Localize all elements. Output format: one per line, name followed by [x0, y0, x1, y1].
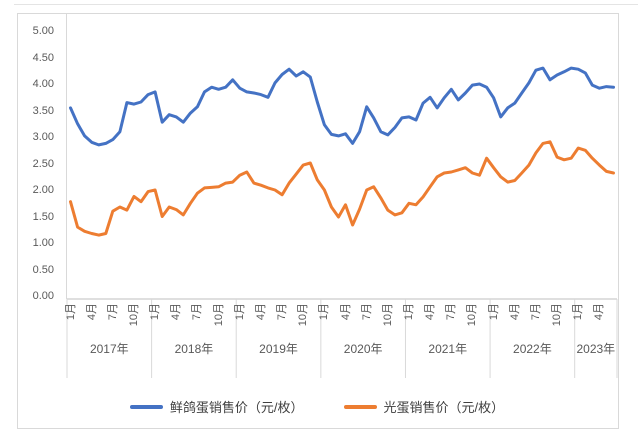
y-tick-label: 1.50: [32, 210, 54, 223]
y-tick-label: 0.00: [32, 290, 54, 302]
y-tick-label: 1.00: [32, 237, 54, 249]
x-axis-year-label: 2022年: [513, 342, 552, 356]
legend-line-swatch-orange: [343, 404, 377, 409]
x-tick-month-label: 4月: [170, 303, 183, 321]
series-line-0: [69, 66, 615, 147]
x-tick-month-label: 7月: [360, 303, 373, 321]
y-tick-label: 3.50: [32, 104, 54, 117]
sheet-gridline: [14, 4, 638, 5]
x-tick-month-label: 4月: [254, 303, 267, 321]
x-tick-month-label: 4月: [593, 303, 606, 321]
y-tick-label: 2.50: [32, 157, 54, 170]
x-tick-month-label: 10月: [551, 303, 564, 327]
x-tick-month-label: 10月: [297, 303, 310, 327]
x-tick-month-label: 7月: [445, 303, 458, 321]
y-tick-label: 5.00: [32, 25, 54, 37]
x-tick-month-label: 7月: [529, 303, 542, 321]
x-axis-year-label: 2019年: [259, 342, 298, 356]
legend-line-swatch-blue: [129, 404, 163, 409]
y-tick-label: 4.50: [32, 51, 54, 64]
x-tick-month-label: 4月: [508, 303, 521, 321]
x-tick-month-label: 7月: [276, 303, 289, 321]
x-tick-month-label: 10月: [466, 303, 479, 327]
x-axis-year-label: 2021年: [428, 342, 468, 356]
x-tick-month-label: 1月: [233, 303, 246, 321]
x-axis-year-label: 2020年: [343, 342, 383, 356]
legend-item-fresh-pigeon-egg: 鲜鸽蛋销售价（元/枚）: [129, 397, 304, 416]
chart-area: [17, 13, 619, 429]
legend-label: 光蛋销售价（元/枚）: [383, 400, 505, 415]
x-tick-month-label: 10月: [381, 303, 394, 327]
x-tick-month-label: 4月: [424, 303, 437, 321]
x-axis-year-label: 2017年: [89, 342, 129, 356]
x-tick-month-label: 10月: [127, 303, 140, 327]
x-tick-month-label: 10月: [212, 303, 225, 327]
x-tick-month-label: 1月: [487, 303, 500, 321]
x-tick-month-label: 1月: [402, 303, 415, 321]
x-tick-month-label: 1月: [149, 303, 162, 321]
x-tick-month-label: 1月: [572, 303, 585, 321]
x-tick-month-label: 1月: [64, 303, 77, 321]
x-tick-month-label: 7月: [106, 303, 119, 321]
x-tick-month-label: 4月: [339, 303, 352, 321]
x-axis-year-label: 2023年: [576, 342, 616, 356]
series-line-1: [69, 140, 615, 237]
y-tick-label: 4.00: [32, 78, 54, 90]
x-tick-month-label: 4月: [85, 303, 98, 321]
x-tick-month-label: 1月: [318, 303, 331, 321]
y-tick-label: 3.00: [32, 131, 54, 143]
x-axis-year-label: 2018年: [174, 342, 214, 356]
legend-item-shell-egg: 光蛋销售价（元/枚）: [343, 397, 505, 416]
legend-label: 鲜鸽蛋销售价（元/枚）: [169, 400, 304, 415]
y-tick-label: 0.50: [32, 263, 54, 276]
x-tick-month-label: 7月: [191, 303, 204, 321]
y-tick-label: 2.00: [32, 184, 54, 196]
legend: 鲜鸽蛋销售价（元/枚） 光蛋销售价（元/枚）: [17, 397, 617, 416]
